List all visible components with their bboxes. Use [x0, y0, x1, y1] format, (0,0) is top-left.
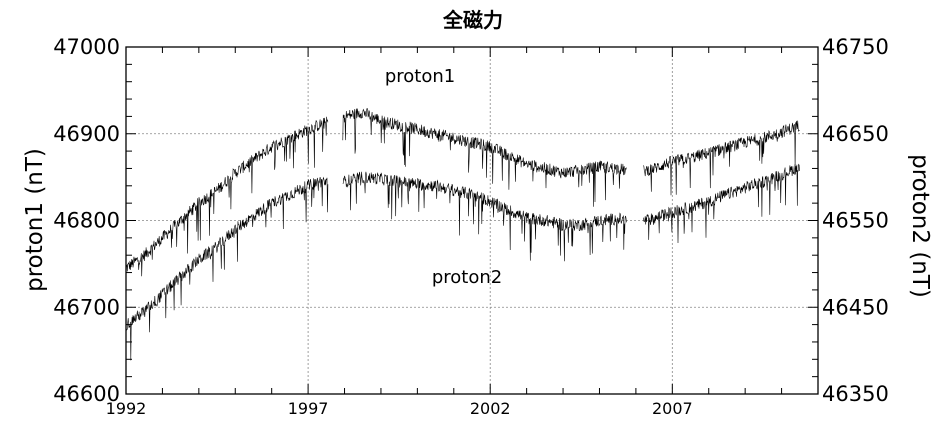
y-tick-label: 46700: [53, 295, 120, 319]
x-tick-label: 1997: [288, 399, 329, 418]
y-right-tick-labels: 46350 46450 46550 46650 46750: [822, 35, 889, 406]
tick-marks: [125, 46, 819, 395]
y-tick-label: 46800: [53, 209, 120, 233]
grid-lines: [125, 46, 818, 395]
y2-tick-label: 46350: [822, 382, 889, 406]
x-tick-labels: 1992 1997 2002 2007: [106, 399, 693, 418]
series-layer: [125, 108, 800, 361]
y-tick-label: 47000: [53, 35, 120, 59]
y2-tick-label: 46450: [822, 295, 889, 319]
y2-axis-label: proton2 (nT): [907, 154, 933, 298]
annotation-proton2: proton2: [432, 267, 502, 288]
series-line-proton1: [126, 108, 800, 277]
y-tick-label: 46900: [53, 122, 120, 146]
series-line-proton2: [125, 163, 800, 361]
chart-title: 全磁力: [442, 8, 503, 32]
x-tick-label: 2007: [652, 399, 693, 418]
x-tick-label: 1992: [106, 399, 147, 418]
y2-tick-label: 46550: [822, 209, 889, 233]
y-left-tick-labels: 46600 46700 46800 46900 47000: [53, 35, 120, 406]
y2-tick-label: 46750: [822, 35, 889, 59]
x-tick-label: 2002: [470, 399, 511, 418]
y-axis-label: proton1 (nT): [22, 148, 48, 292]
y-tick-label: 46600: [53, 382, 120, 406]
annotation-proton1: proton1: [385, 66, 455, 87]
y2-tick-label: 46650: [822, 122, 889, 146]
